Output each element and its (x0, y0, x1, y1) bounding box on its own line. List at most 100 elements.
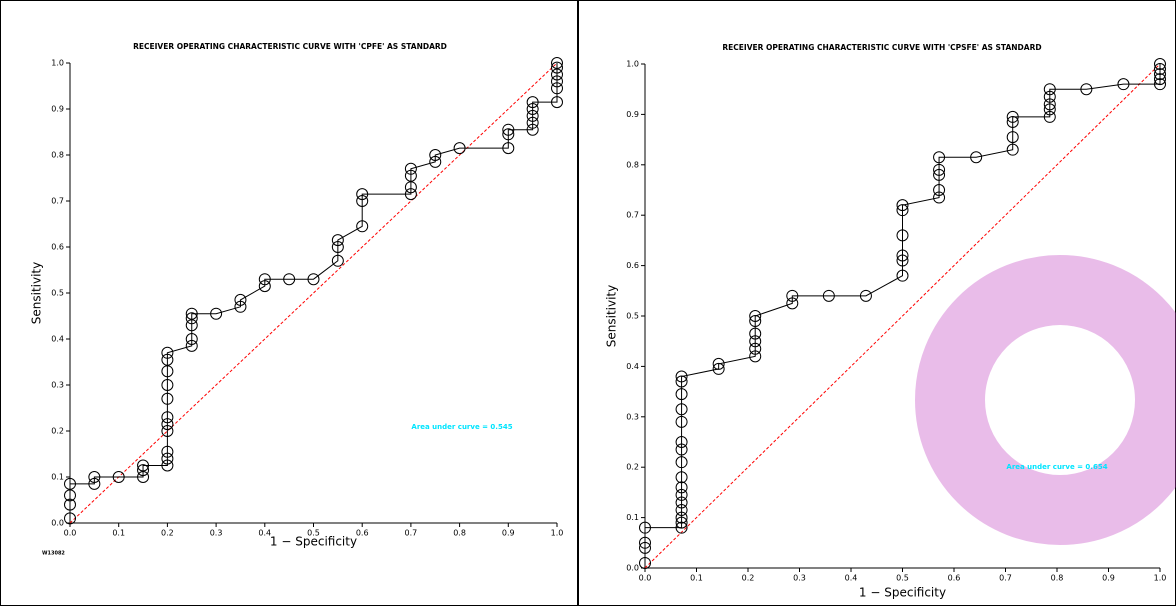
roc-point (404, 162, 417, 175)
roc-point (161, 418, 174, 431)
roc-point (258, 280, 271, 293)
roc-point (1043, 110, 1056, 123)
roc-point (675, 511, 688, 524)
roc-point (356, 188, 369, 201)
roc-point (675, 481, 688, 494)
roc-point (356, 220, 369, 233)
roc-point (933, 191, 946, 204)
roc-point (749, 335, 762, 348)
roc-point (970, 151, 983, 164)
roc-point (896, 249, 909, 262)
roc-point (749, 310, 762, 322)
roc-point (88, 477, 101, 490)
roc-point (675, 415, 688, 428)
roc-point (502, 128, 515, 141)
x-tick-label: 1.0 (551, 529, 564, 538)
roc-point (112, 471, 125, 483)
y-tick-label: 0.0 (51, 519, 64, 528)
roc-point (502, 123, 515, 136)
roc-point (1043, 83, 1056, 96)
roc-point (137, 459, 150, 472)
roc-point (675, 375, 688, 388)
roc-point (896, 229, 909, 242)
roc-point (331, 234, 344, 247)
roc-point (675, 370, 688, 383)
roc-line (644, 64, 1161, 563)
roc-point (331, 241, 344, 253)
roc-point (675, 388, 688, 401)
roc-point (1117, 78, 1130, 91)
x-tick-label: 0.9 (1102, 574, 1115, 583)
roc-point (1154, 73, 1166, 86)
y-tick-label: 0.8 (51, 151, 64, 160)
annotation: Area under curve = 0.545 (411, 423, 512, 431)
roc-point (551, 61, 563, 74)
roc-point (185, 339, 198, 352)
reference-line (644, 63, 1161, 569)
roc-point (161, 452, 174, 465)
roc-point (1154, 58, 1166, 70)
x-tick-label: 0.5 (307, 529, 320, 538)
roc-point (526, 103, 539, 115)
roc-point (933, 163, 946, 176)
y-axis-label: Sensitivity (30, 262, 44, 324)
x-tick-label: 0.2 (742, 574, 755, 583)
roc-point (283, 273, 296, 286)
x-tick-label: 0.3 (793, 574, 806, 583)
roc-point (859, 289, 872, 302)
roc-point (933, 168, 946, 181)
roc-point (185, 312, 198, 325)
roc-point (526, 109, 539, 122)
roc-point (526, 96, 539, 109)
y-tick-label: 0.6 (626, 261, 639, 270)
roc-point (749, 315, 762, 328)
y-tick-label: 0.6 (51, 243, 64, 252)
x-tick-label: 0.2 (161, 529, 174, 538)
y-tick-label: 1.0 (51, 59, 64, 68)
roc-point (1043, 103, 1056, 116)
roc-point (551, 75, 563, 88)
y-tick-label: 0.9 (51, 105, 64, 114)
roc-point (88, 471, 101, 483)
roc-point (64, 498, 76, 511)
x-tick-label: 0.1 (112, 529, 125, 538)
x-tick-label: 0.5 (896, 574, 909, 583)
roc-point (234, 300, 247, 313)
reference-line (69, 62, 558, 524)
roc-point (712, 362, 725, 375)
roc-point (1080, 83, 1093, 96)
roc-point (1006, 143, 1019, 156)
roc-point (404, 169, 417, 182)
roc-point (639, 556, 651, 569)
roc-point (1006, 110, 1019, 123)
x-tick-label: 0.7 (405, 529, 418, 538)
roc-point (234, 293, 247, 306)
y-tick-label: 0.8 (626, 160, 639, 169)
x-tick-label: 0.4 (258, 529, 271, 538)
x-tick-label: 0.9 (502, 529, 515, 538)
roc-point (675, 504, 688, 517)
roc-point (1043, 98, 1056, 111)
roc-point (185, 333, 198, 345)
roc-point (896, 199, 909, 212)
roc-point (137, 464, 150, 477)
roc-point (675, 488, 688, 501)
roc-point (161, 459, 174, 472)
roc-point (675, 521, 688, 534)
roc-point (639, 541, 651, 554)
x-tick-label: 1.0 (1154, 574, 1167, 583)
y-tick-label: 0.5 (51, 289, 64, 298)
x-tick-label: 0.1 (690, 574, 703, 583)
roc-point (307, 273, 320, 286)
roc-point (551, 57, 563, 69)
roc-point (639, 521, 651, 534)
roc-point (161, 392, 174, 405)
y-tick-label: 0.3 (51, 381, 64, 390)
roc-point (639, 536, 651, 549)
roc-point (429, 149, 442, 161)
roc-point (1154, 68, 1166, 81)
roc-point (675, 403, 688, 416)
y-tick-label: 0.7 (626, 211, 639, 220)
